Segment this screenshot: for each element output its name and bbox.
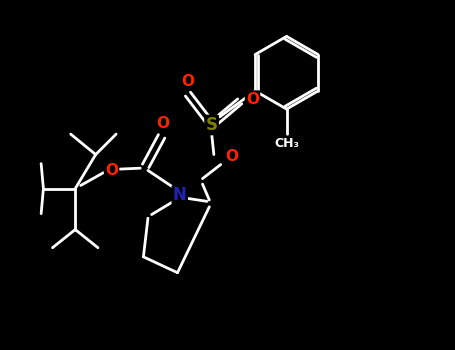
Text: N: N — [173, 187, 187, 204]
Text: CH₃: CH₃ — [274, 137, 299, 150]
Text: S: S — [206, 116, 217, 134]
Text: O: O — [182, 74, 194, 89]
Text: O: O — [105, 163, 118, 178]
Text: O: O — [226, 149, 238, 164]
Text: O: O — [156, 116, 169, 131]
Text: O: O — [246, 92, 259, 107]
